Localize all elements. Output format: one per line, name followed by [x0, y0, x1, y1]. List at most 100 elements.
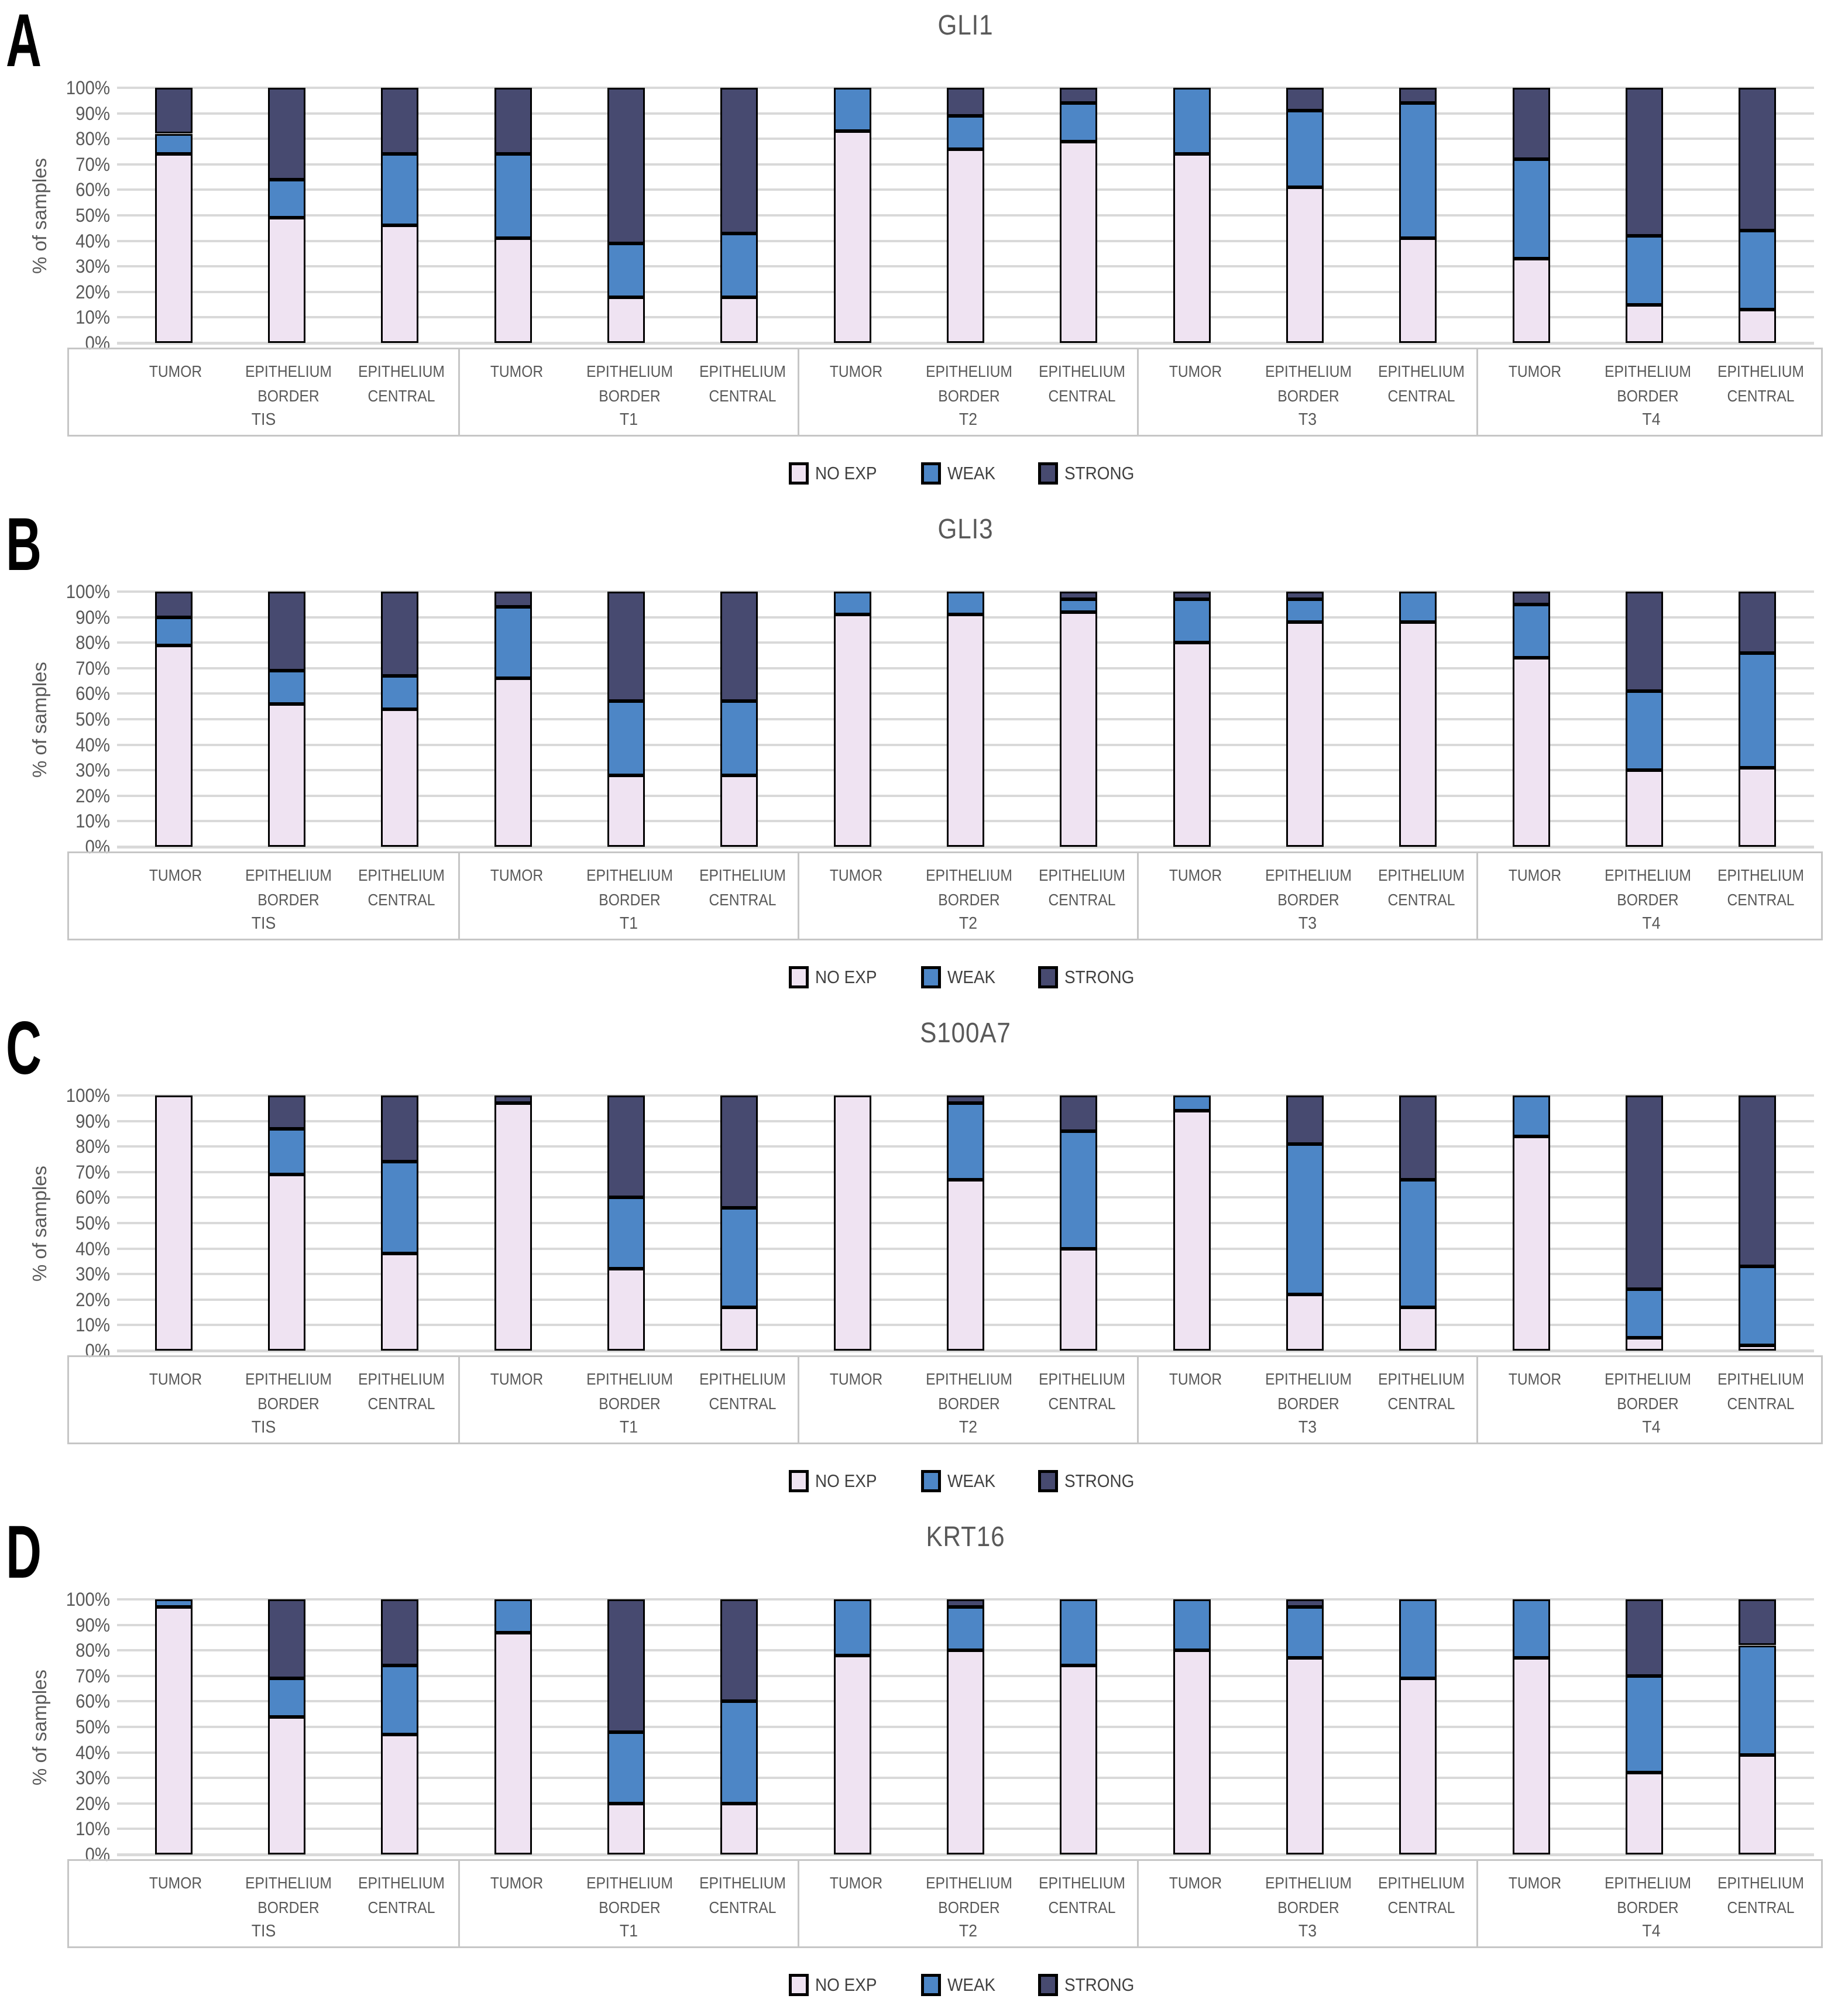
bar-T1-tumor [494, 88, 532, 343]
segment-strong [720, 592, 758, 702]
y-tick-label: 60% [75, 683, 110, 705]
site-label: TUMOR [1508, 1874, 1562, 1892]
bar-T4-epithelium-central [1739, 88, 1776, 343]
site-label: EPITHELIUM [358, 866, 445, 884]
segment-weak [155, 1599, 193, 1608]
group-label: T2 [959, 1418, 978, 1437]
site-label: EPITHELIUM [926, 1874, 1012, 1892]
y-tick-label: 10% [75, 1818, 110, 1840]
segment-no-exp [1739, 1754, 1776, 1854]
y-tick-label: 40% [75, 1742, 110, 1763]
bar-T1-tumor [494, 592, 532, 847]
y-gridline [117, 1598, 1814, 1601]
legend: NO EXP WEAK STRONG [117, 462, 1814, 485]
bar-T1-tumor [494, 1599, 532, 1854]
segment-weak [155, 133, 193, 154]
y-tick-label: 20% [75, 1792, 110, 1814]
segment-strong [155, 592, 193, 617]
legend-item-no-exp: NO EXP [788, 462, 884, 485]
group-cell-t2: T2 TUMOR EPITHELIUM BORDER EPITHELIUM CENTRAL [798, 853, 1137, 939]
segment-no-exp [1739, 767, 1776, 847]
segment-weak [720, 233, 758, 297]
group-label: T4 [1642, 914, 1661, 933]
group-label: TIS [251, 1418, 276, 1437]
legend-swatch-strong [1038, 462, 1059, 485]
bar-TIS-epithelium-central [381, 592, 418, 847]
legend-label: STRONG [1064, 463, 1135, 483]
segment-weak [1173, 1095, 1211, 1111]
segment-no-exp [834, 1095, 871, 1351]
segment-no-exp [1399, 1678, 1437, 1854]
bar-T2-epithelium-border [947, 592, 984, 847]
site-label: EPITHELIUM [1717, 1370, 1804, 1388]
segment-weak [1399, 1179, 1437, 1307]
segment-no-exp [155, 1607, 193, 1854]
site-label: CENTRAL [367, 891, 435, 909]
segment-no-exp [947, 614, 984, 847]
segment-weak [1739, 652, 1776, 768]
segment-weak [268, 1128, 305, 1175]
segment-weak [947, 1607, 984, 1651]
group-cell-tis: TIS TUMOR EPITHELIUM BORDER EPITHELIUM CENTRA… [69, 1861, 458, 1946]
segment-weak [720, 1701, 758, 1804]
site-label: EPITHELIUM [926, 866, 1012, 884]
bar-T3-epithelium-central [1399, 1599, 1437, 1854]
bar-T2-tumor [834, 88, 871, 343]
segment-no-exp [1399, 622, 1437, 847]
bar-TIS-epithelium-central [381, 1599, 418, 1854]
legend-item-strong: STRONG [1038, 462, 1142, 485]
y-gridline [117, 1853, 1814, 1856]
site-label: EPITHELIUM [926, 1370, 1012, 1388]
segment-no-exp [1173, 154, 1211, 343]
bar-T4-epithelium-central [1739, 1095, 1776, 1351]
group-cell-t4: T4 TUMOR EPITHELIUM BORDER EPITHELIUM CENTRAL [1476, 853, 1825, 939]
segment-strong [607, 1095, 645, 1198]
segment-no-exp [1513, 1136, 1550, 1351]
group-cell-tis: TIS TUMOR EPITHELIUM BORDER EPITHELIUM CENTRA… [69, 853, 458, 939]
segment-weak [1513, 604, 1550, 658]
group-label: T4 [1642, 410, 1661, 429]
site-label: CENTRAL [709, 387, 777, 405]
site-label: TUMOR [829, 362, 883, 380]
bar-TIS-epithelium-central [381, 88, 418, 343]
bar-T3-tumor [1173, 1599, 1211, 1854]
legend-swatch-no-exp [788, 1470, 809, 1492]
legend-label: NO EXP [815, 1974, 877, 1995]
group-cell-t3: T3 TUMOR EPITHELIUM BORDER EPITHELIUM CENTRAL [1137, 853, 1476, 939]
y-gridline [117, 1094, 1814, 1097]
site-label: BORDER [1617, 387, 1679, 405]
site-label: BORDER [599, 891, 661, 909]
legend-swatch-no-exp [788, 1974, 809, 1996]
y-gridline [117, 87, 1814, 89]
y-tick-label: 40% [75, 734, 110, 755]
bar-TIS-epithelium-border [268, 88, 305, 343]
group-label: T3 [1298, 1922, 1317, 1941]
site-label: BORDER [1617, 1395, 1679, 1413]
group-cell-t1: T1 TUMOR EPITHELIUM BORDER EPITHELIUM CENTRAL [458, 853, 798, 939]
group-label: T3 [1298, 410, 1317, 429]
y-tick-label: 80% [75, 128, 110, 150]
site-label: BORDER [1277, 387, 1339, 405]
segment-no-exp [1626, 770, 1663, 847]
site-label: EPITHELIUM [699, 1874, 786, 1892]
segment-weak [494, 1599, 532, 1633]
segment-no-exp [1513, 658, 1550, 847]
y-tick-label: 100% [66, 581, 110, 602]
site-label: CENTRAL [367, 1898, 435, 1917]
bar-T1-epithelium-central [720, 1095, 758, 1351]
x-axis-label-box: TIS TUMOR EPITHELIUM BORDER EPITHELIUM CENTRA… [67, 1859, 1823, 1948]
segment-no-exp [720, 1307, 758, 1351]
legend-swatch-weak [921, 966, 942, 988]
segment-weak [1399, 592, 1437, 623]
y-tick-label: 50% [75, 709, 110, 730]
segment-no-exp [1060, 141, 1097, 343]
segment-strong [1286, 1095, 1324, 1144]
group-cell-t3: T3 TUMOR EPITHELIUM BORDER EPITHELIUM CENTRAL [1137, 1861, 1476, 1946]
segment-strong [1626, 88, 1663, 236]
segment-weak [1060, 599, 1097, 612]
group-label: T3 [1298, 1418, 1317, 1437]
segment-strong [947, 1599, 984, 1608]
legend-label: WEAK [947, 463, 996, 483]
site-label: BORDER [1277, 1898, 1339, 1917]
site-label: CENTRAL [1387, 387, 1455, 405]
